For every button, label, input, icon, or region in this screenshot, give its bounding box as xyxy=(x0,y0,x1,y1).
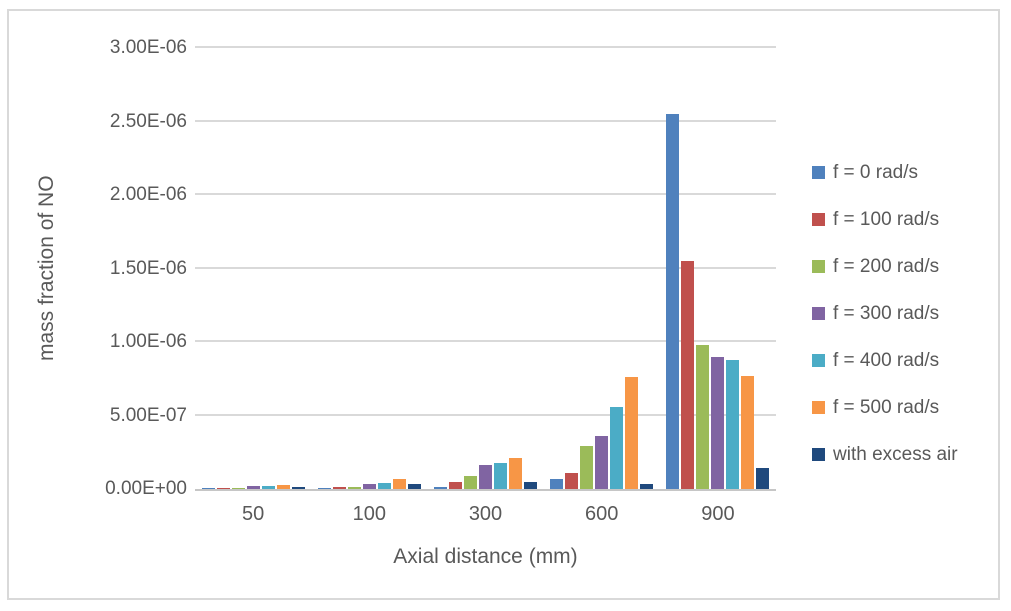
bar-f-200-rad-s-at-300 xyxy=(464,475,477,489)
bar-f-300-rad-s-at-600 xyxy=(595,436,609,489)
legend-item-f-0-rad-s: f = 0 rad/s xyxy=(812,162,958,183)
bar-f-0-rad-s-at-50 xyxy=(201,487,215,489)
bar-with-excess-air-at-100 xyxy=(407,483,421,489)
x-tick-label-300: 300 xyxy=(468,503,503,525)
legend-swatch-icon xyxy=(812,307,825,320)
legend-label: f = 200 rad/s xyxy=(833,255,940,277)
bar-f-200-rad-s-at-50 xyxy=(231,487,245,489)
legend-item-f-100-rad-s: f = 100 rad/s xyxy=(812,209,958,230)
bar-with-excess-air-at-300 xyxy=(524,482,537,489)
legend-swatch-icon xyxy=(812,260,825,273)
bar-f-100-rad-s-at-100 xyxy=(332,486,346,489)
bar-f-100-rad-s-at-900 xyxy=(681,261,695,489)
legend-item-f-300-rad-s: f = 300 rad/s xyxy=(812,303,958,324)
bar-f-200-rad-s-at-100 xyxy=(347,486,361,489)
legend-swatch-icon xyxy=(812,401,825,414)
bar-f-400-rad-s-at-900 xyxy=(726,359,740,489)
bar-f-200-rad-s-at-900 xyxy=(696,344,710,489)
bar-group-900 xyxy=(660,48,776,489)
bar-group-100 xyxy=(311,48,427,489)
legend-swatch-icon xyxy=(812,213,825,226)
bar-f-100-rad-s-at-300 xyxy=(449,481,462,489)
y-axis-tick-labels: 0.00E+00 5.00E-07 1.00E-06 1.50E-06 2.00E-06… xyxy=(49,37,187,499)
bar-f-200-rad-s-at-600 xyxy=(580,445,594,489)
legend-label: f = 300 rad/s xyxy=(833,302,940,324)
bar-f-400-rad-s-at-300 xyxy=(494,462,507,489)
bar-f-500-rad-s-at-900 xyxy=(741,375,755,489)
bar-f-300-rad-s-at-300 xyxy=(479,464,492,489)
y-tick-label: 1.00E-06 xyxy=(109,331,187,352)
bar-with-excess-air-at-600 xyxy=(640,483,654,489)
legend-swatch-icon xyxy=(812,448,825,461)
x-axis-tick-labels: 50 100 300 600 900 xyxy=(195,503,776,526)
bar-f-100-rad-s-at-600 xyxy=(565,472,579,489)
legend-label: f = 0 rad/s xyxy=(833,161,919,183)
bar-f-300-rad-s-at-50 xyxy=(246,486,260,489)
bar-groups xyxy=(195,48,776,489)
bar-f-500-rad-s-at-50 xyxy=(276,485,290,489)
bar-group-300 xyxy=(427,48,543,489)
y-tick-label: 1.50E-06 xyxy=(109,257,187,279)
legend-label: f = 100 rad/s xyxy=(833,208,940,230)
gridline xyxy=(195,119,776,122)
legend-swatch-icon xyxy=(812,354,825,367)
gridline xyxy=(195,193,776,196)
y-tick-label: 5.00E-07 xyxy=(109,404,187,426)
gridline xyxy=(195,266,776,269)
bar-f-400-rad-s-at-600 xyxy=(610,406,624,489)
bar-with-excess-air-at-900 xyxy=(756,468,770,489)
bar-f-0-rad-s-at-100 xyxy=(317,487,331,489)
legend: f = 0 rad/s f = 100 rad/s f = 200 rad/s f =… xyxy=(812,162,958,465)
chart-frame: mass fraction of NO 0.00E+00 5.00E-07 1.00… xyxy=(7,9,1000,600)
x-tick-label-50: 50 xyxy=(241,503,265,525)
y-tick-label: 0.00E+00 xyxy=(105,478,187,499)
y-tick-label: 3.00E-06 xyxy=(109,37,187,58)
legend-label: f = 400 rad/s xyxy=(833,349,940,371)
bar-f-0-rad-s-at-900 xyxy=(666,114,680,489)
bar-f-100-rad-s-at-50 xyxy=(216,487,230,489)
gridline xyxy=(195,340,776,343)
bar-f-500-rad-s-at-100 xyxy=(392,479,406,489)
x-tick-label-100: 100 xyxy=(352,503,386,525)
y-tick-label: 2.00E-06 xyxy=(109,184,187,205)
x-tick-label-900: 900 xyxy=(701,503,735,525)
gridline xyxy=(195,413,776,416)
y-tick-label: 2.50E-06 xyxy=(109,110,187,132)
bar-f-0-rad-s-at-300 xyxy=(434,486,447,489)
bar-f-400-rad-s-at-50 xyxy=(261,486,275,489)
legend-label: with excess air xyxy=(833,443,958,465)
legend-item-with-excess-air: with excess air xyxy=(812,444,958,465)
bar-f-400-rad-s-at-100 xyxy=(377,483,391,489)
bar-f-500-rad-s-at-300 xyxy=(509,458,522,489)
legend-item-f-500-rad-s: f = 500 rad/s xyxy=(812,397,958,418)
bar-f-300-rad-s-at-900 xyxy=(711,356,725,489)
bar-with-excess-air-at-50 xyxy=(291,487,305,489)
legend-label: f = 500 rad/s xyxy=(833,396,940,418)
legend-item-f-200-rad-s: f = 200 rad/s xyxy=(812,256,958,277)
plot-area xyxy=(195,46,776,491)
x-axis-title: Axial distance (mm) xyxy=(393,545,578,568)
bar-f-300-rad-s-at-100 xyxy=(362,483,376,489)
bar-f-0-rad-s-at-600 xyxy=(550,479,564,489)
gridline xyxy=(195,46,776,48)
x-tick-label-600: 600 xyxy=(585,503,619,525)
bar-group-600 xyxy=(544,48,660,489)
legend-swatch-icon xyxy=(812,166,825,179)
legend-item-f-400-rad-s: f = 400 rad/s xyxy=(812,350,958,371)
bar-f-500-rad-s-at-600 xyxy=(625,377,639,489)
bar-group-50 xyxy=(195,48,311,489)
